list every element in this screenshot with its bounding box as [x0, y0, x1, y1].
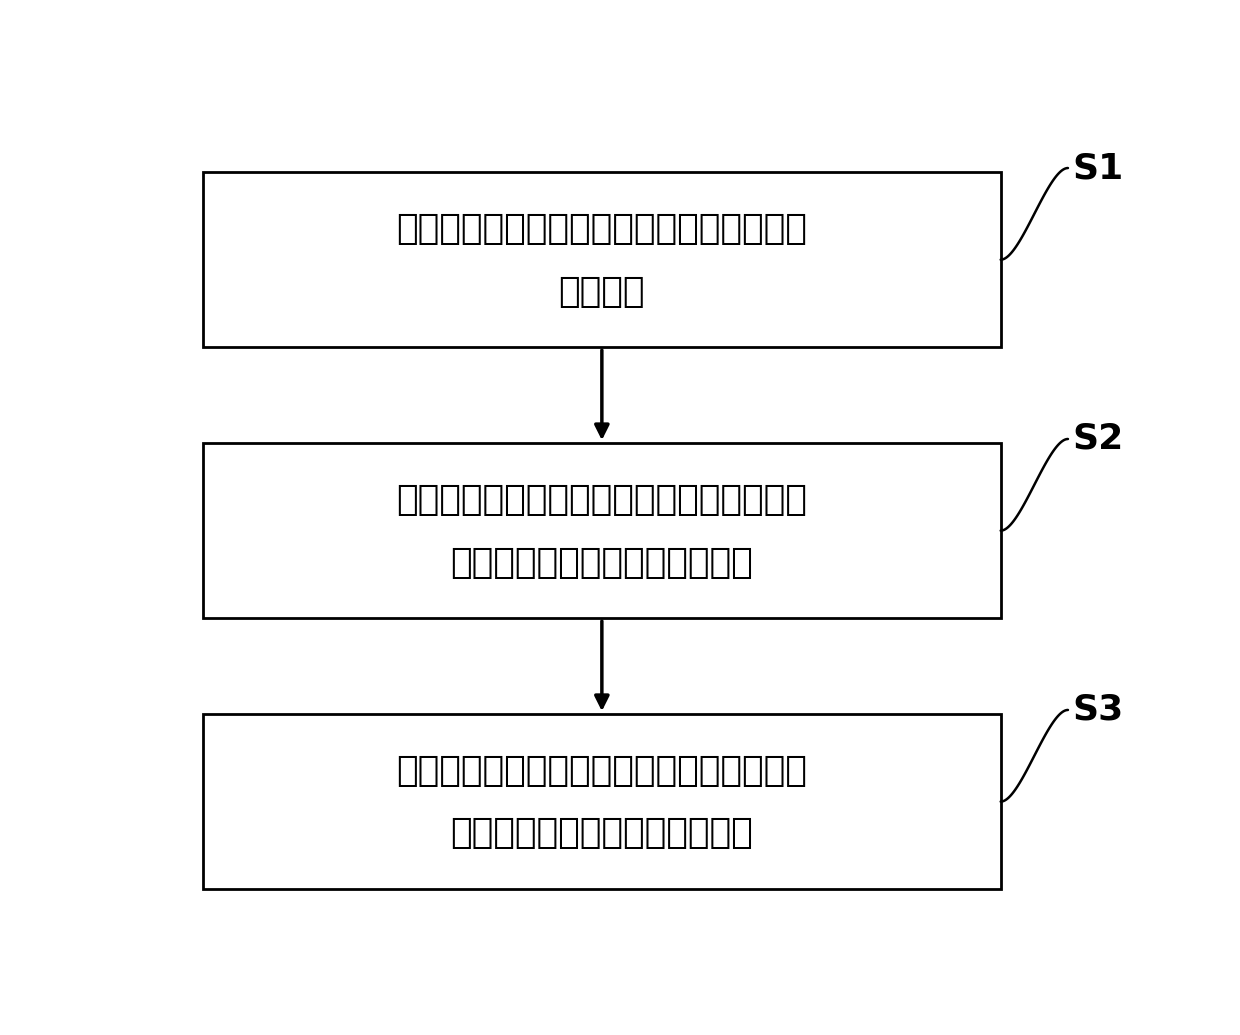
- Text: 计算所述原始信号的频谱图，通过特征频率: 计算所述原始信号的频谱图，通过特征频率: [397, 483, 807, 518]
- Text: 原始信号: 原始信号: [558, 274, 645, 308]
- FancyBboxPatch shape: [203, 172, 1001, 348]
- FancyBboxPatch shape: [203, 443, 1001, 618]
- Text: S3: S3: [1073, 693, 1123, 727]
- Text: S2: S2: [1073, 422, 1123, 456]
- Text: S1: S1: [1073, 151, 1123, 185]
- Text: 次滤波解耦获取冲击性故障特征: 次滤波解耦获取冲击性故障特征: [450, 817, 753, 851]
- Text: 对比，判断是否出现周期性故障: 对比，判断是否出现周期性故障: [450, 545, 753, 580]
- FancyBboxPatch shape: [203, 714, 1001, 889]
- Text: 计算所述原始信号的快速谱峭度图，通过多: 计算所述原始信号的快速谱峭度图，通过多: [397, 755, 807, 789]
- Text: 采集换流阀空冷器电机的振动信号波形作为: 采集换流阀空冷器电机的振动信号波形作为: [397, 212, 807, 246]
